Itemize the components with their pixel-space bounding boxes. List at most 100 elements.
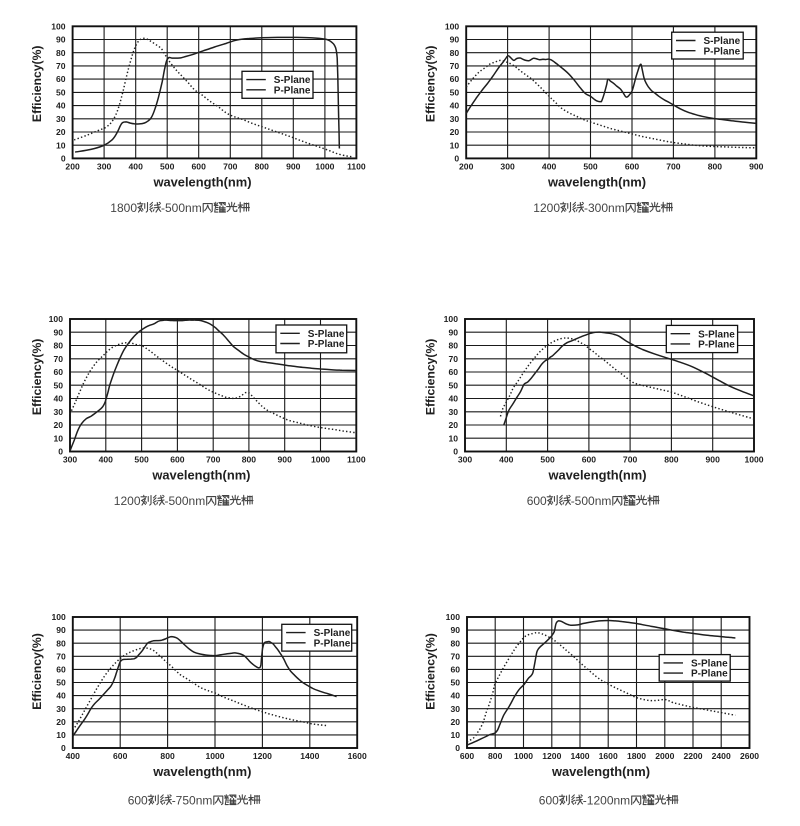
svg-text:S-Plane: S-Plane (704, 36, 741, 47)
svg-text:500: 500 (134, 455, 149, 465)
svg-text:100: 100 (445, 21, 460, 31)
svg-text:300: 300 (458, 455, 473, 465)
svg-text:60: 60 (56, 74, 66, 84)
svg-text:P-Plane: P-Plane (691, 669, 728, 680)
svg-text:-500nm: -500nm (571, 494, 612, 508)
svg-text:0: 0 (455, 743, 460, 753)
svg-text:P-Plane: P-Plane (314, 638, 351, 649)
svg-text:900: 900 (286, 162, 301, 172)
svg-text:900: 900 (749, 162, 764, 172)
svg-text:500: 500 (583, 162, 598, 172)
svg-text:-500nm: -500nm (165, 494, 206, 508)
svg-text:70: 70 (56, 651, 66, 661)
svg-text:2600: 2600 (740, 751, 759, 761)
svg-text:30: 30 (56, 114, 66, 124)
svg-text:20: 20 (450, 717, 460, 727)
svg-text:800: 800 (255, 162, 270, 172)
svg-text:70: 70 (450, 651, 460, 661)
svg-text:90: 90 (53, 327, 63, 337)
svg-text:70: 70 (450, 61, 460, 71)
svg-text:1000: 1000 (205, 751, 224, 761)
svg-text:300: 300 (500, 162, 515, 172)
svg-text:50: 50 (450, 678, 460, 688)
svg-text:0: 0 (453, 447, 458, 457)
svg-text:-1200nm: -1200nm (583, 794, 630, 808)
svg-text:700: 700 (206, 455, 221, 465)
svg-text:30: 30 (53, 407, 63, 417)
svg-text:wavelength(nm): wavelength(nm) (551, 764, 650, 779)
svg-text:400: 400 (99, 455, 114, 465)
svg-text:10: 10 (56, 730, 66, 740)
svg-text:30: 30 (450, 114, 460, 124)
svg-text:90: 90 (450, 35, 460, 45)
svg-text:90: 90 (56, 35, 66, 45)
svg-text:P-Plane: P-Plane (274, 85, 311, 96)
svg-text:100: 100 (51, 612, 66, 622)
svg-text:30: 30 (450, 704, 460, 714)
svg-text:S-Plane: S-Plane (308, 329, 345, 340)
svg-text:2200: 2200 (683, 751, 702, 761)
svg-text:10: 10 (450, 730, 460, 740)
svg-text:1400: 1400 (570, 751, 589, 761)
svg-text:600: 600 (170, 455, 185, 465)
svg-text:Efficiency(%): Efficiency(%) (30, 46, 44, 123)
svg-text:10: 10 (450, 140, 460, 150)
svg-text:300: 300 (63, 455, 78, 465)
svg-text:-300nm: -300nm (584, 201, 625, 215)
svg-text:400: 400 (542, 162, 557, 172)
svg-text:2400: 2400 (712, 751, 731, 761)
svg-text:70: 70 (56, 61, 66, 71)
svg-text:50: 50 (56, 678, 66, 688)
svg-text:200: 200 (459, 162, 474, 172)
svg-text:10: 10 (56, 140, 66, 150)
svg-text:50: 50 (448, 380, 458, 390)
svg-text:30: 30 (56, 704, 66, 714)
svg-text:1800: 1800 (110, 201, 137, 215)
svg-text:40: 40 (53, 394, 63, 404)
svg-text:700: 700 (666, 162, 681, 172)
svg-text:900: 900 (706, 455, 721, 465)
svg-text:40: 40 (450, 691, 460, 701)
svg-text:100: 100 (51, 21, 66, 31)
svg-text:1000: 1000 (311, 455, 330, 465)
svg-text:20: 20 (56, 127, 66, 137)
svg-text:50: 50 (450, 88, 460, 98)
svg-text:600: 600 (625, 162, 640, 172)
svg-text:Efficiency(%): Efficiency(%) (30, 633, 44, 710)
svg-text:20: 20 (53, 420, 63, 430)
svg-text:-750nm: -750nm (172, 794, 213, 808)
svg-text:10: 10 (448, 433, 458, 443)
svg-text:700: 700 (223, 162, 238, 172)
svg-text:60: 60 (53, 367, 63, 377)
svg-text:P-Plane: P-Plane (698, 340, 735, 351)
svg-text:100: 100 (444, 314, 459, 324)
svg-text:Efficiency(%): Efficiency(%) (424, 46, 438, 123)
svg-text:80: 80 (448, 341, 458, 351)
svg-text:70: 70 (448, 354, 458, 364)
svg-text:500: 500 (540, 455, 555, 465)
svg-text:P-Plane: P-Plane (704, 46, 741, 57)
svg-text:400: 400 (66, 751, 81, 761)
svg-text:600: 600 (128, 794, 148, 808)
svg-text:600: 600 (582, 455, 597, 465)
svg-text:60: 60 (448, 367, 458, 377)
svg-text:-500nm: -500nm (161, 201, 202, 215)
svg-text:1600: 1600 (599, 751, 618, 761)
svg-text:80: 80 (53, 341, 63, 351)
svg-text:200: 200 (65, 162, 80, 172)
svg-text:0: 0 (61, 743, 66, 753)
svg-text:wavelength(nm): wavelength(nm) (151, 468, 250, 483)
svg-text:wavelength(nm): wavelength(nm) (152, 175, 251, 190)
svg-text:40: 40 (448, 394, 458, 404)
svg-text:80: 80 (450, 638, 460, 648)
svg-text:800: 800 (664, 455, 679, 465)
svg-text:1400: 1400 (300, 751, 319, 761)
svg-text:wavelength(nm): wavelength(nm) (152, 764, 251, 779)
svg-text:90: 90 (448, 327, 458, 337)
svg-text:1100: 1100 (347, 455, 366, 465)
svg-text:800: 800 (488, 751, 503, 761)
svg-text:S-Plane: S-Plane (698, 329, 735, 340)
svg-text:1000: 1000 (315, 162, 334, 172)
svg-text:100: 100 (446, 612, 461, 622)
svg-text:1200: 1200 (533, 201, 560, 215)
